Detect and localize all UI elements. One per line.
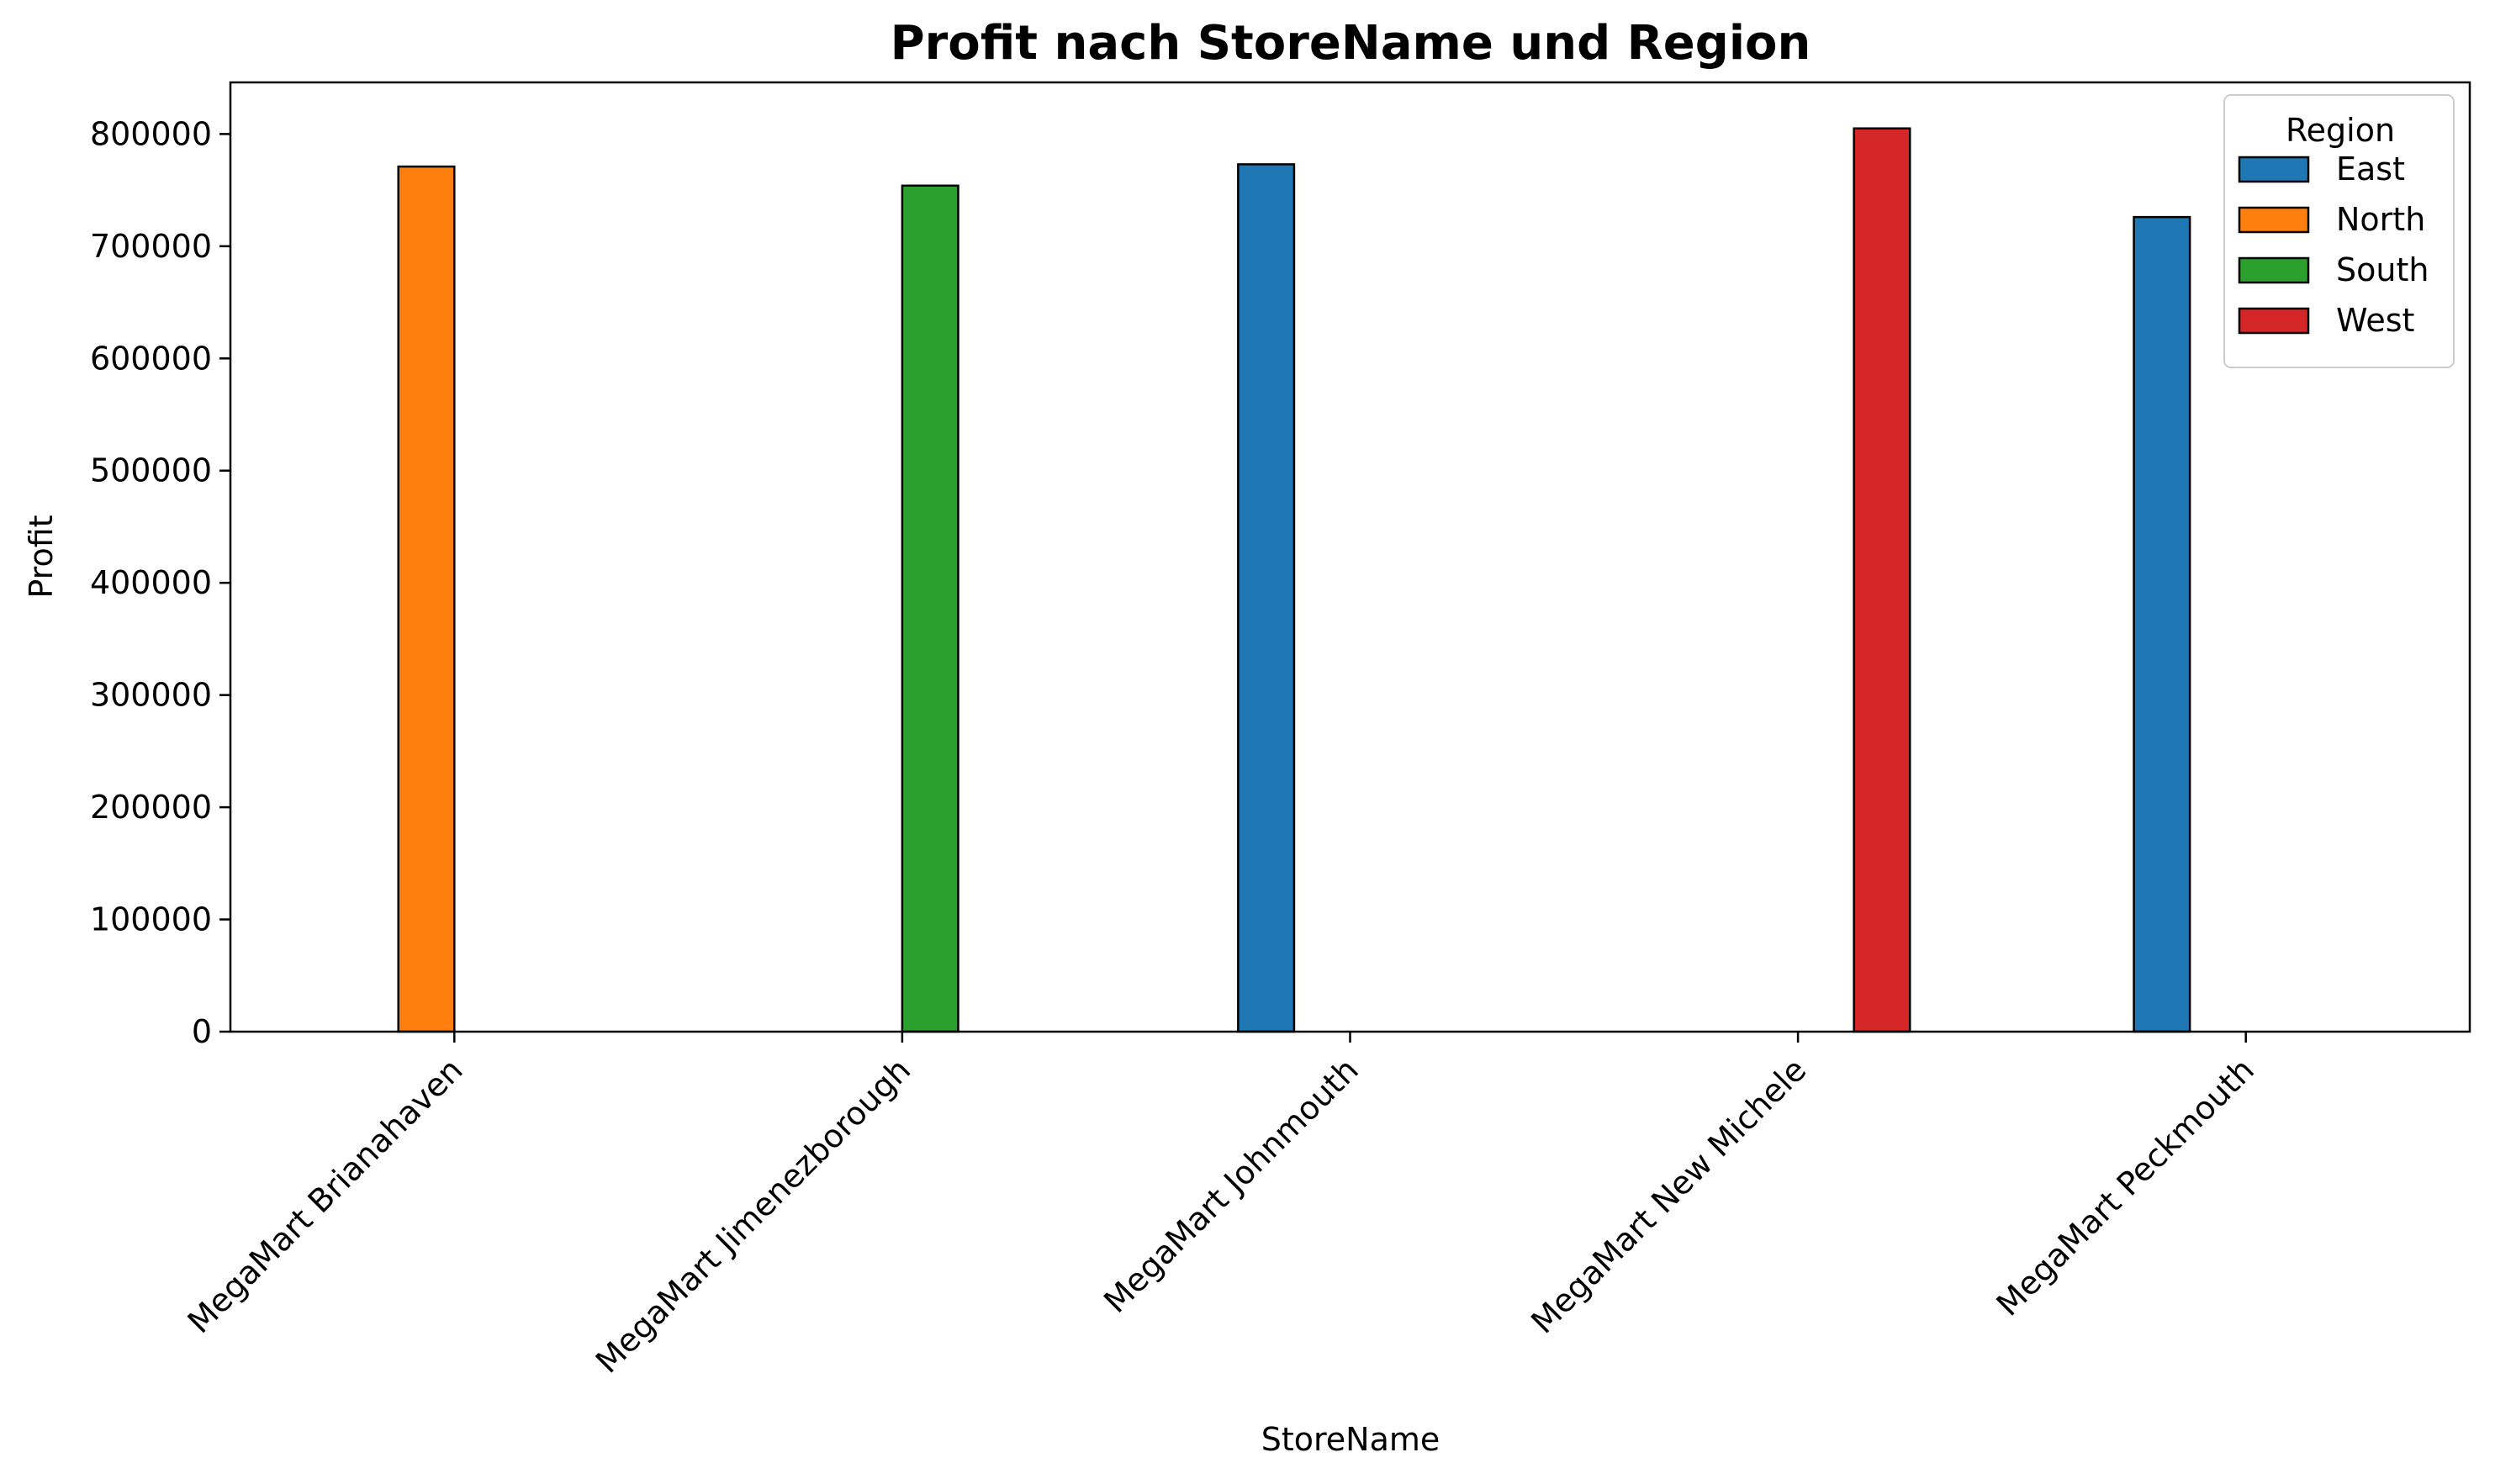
y-axis: 0 100000 200000 300000 400000 500000 600000 700… (90, 115, 230, 1050)
y-tick-label-1: 100000 (90, 901, 212, 938)
legend-swatch-east (2238, 156, 2310, 183)
bar-south-1 (901, 184, 959, 1033)
bar-east-2 (1237, 163, 1296, 1033)
legend-swatch-west (2238, 307, 2310, 335)
bar-north-0 (397, 165, 456, 1033)
y-tick-label-4: 400000 (90, 564, 212, 601)
bar-west-3 (1853, 127, 1911, 1033)
y-tick-label-8: 800000 (90, 115, 212, 152)
legend-swatch-south (2238, 256, 2310, 284)
legend-label-east: East (2336, 151, 2405, 187)
chart-title: Profit nach StoreName und Region (891, 16, 1811, 71)
y-axis-label: Profit (23, 515, 60, 598)
legend-title: Region (2286, 112, 2395, 149)
y-tick-label-3: 300000 (90, 677, 212, 714)
y-tick-label-6: 600000 (90, 340, 212, 377)
legend-label-north: North (2336, 201, 2425, 238)
y-tick-label-0: 0 (192, 1013, 212, 1050)
y-tick-label-7: 700000 (90, 228, 212, 265)
x-axis-label: StoreName (1261, 1421, 1440, 1458)
y-tick-label-5: 500000 (90, 452, 212, 489)
legend: Region East North South West (2223, 94, 2455, 368)
legend-label-south: South (2336, 251, 2429, 288)
bar-east-4 (2133, 215, 2191, 1033)
bars-layer (397, 127, 2191, 1033)
y-tick-label-2: 200000 (90, 789, 212, 826)
legend-swatch-north (2238, 206, 2310, 234)
legend-label-west: West (2336, 302, 2414, 339)
